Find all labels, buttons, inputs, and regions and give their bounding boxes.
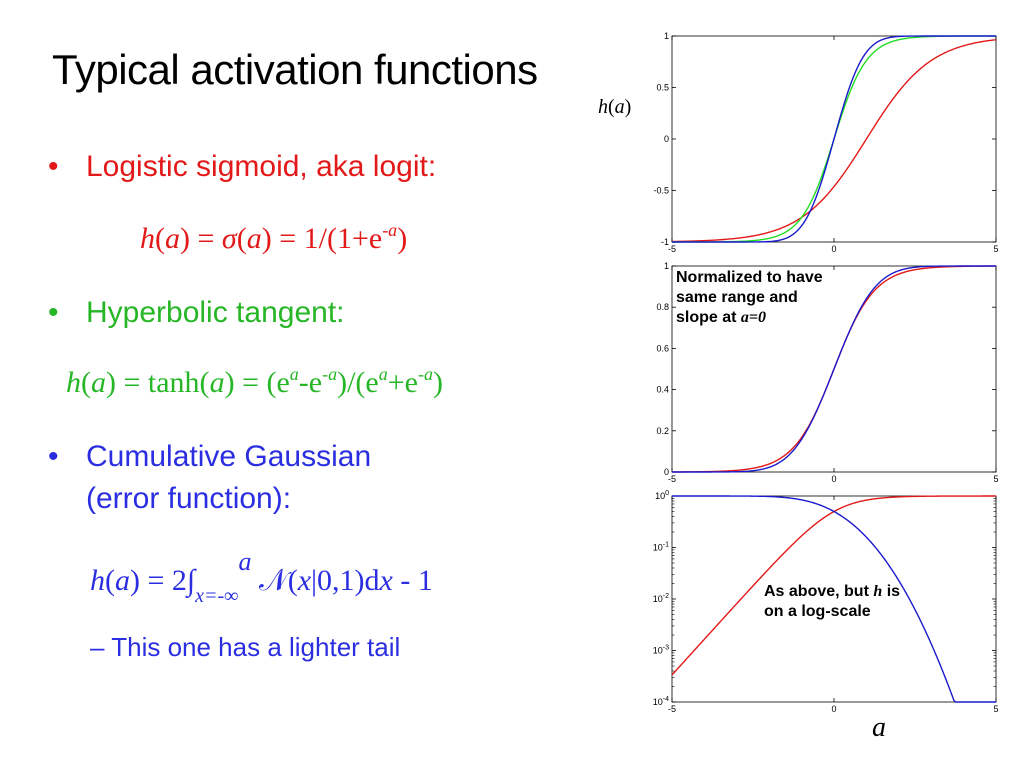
series-line-2-1 bbox=[672, 495, 996, 703]
note-line: on a log-scale bbox=[764, 603, 871, 620]
eq-a: a bbox=[91, 366, 106, 399]
y-tick-label: -1 bbox=[661, 237, 669, 247]
x-tick-label: 5 bbox=[993, 704, 998, 714]
eq-h: h bbox=[90, 564, 105, 597]
y-axis-label-close: ) bbox=[624, 96, 632, 118]
eq-part: ) bbox=[397, 222, 408, 255]
equation-tanh: h(a) = tanh(a) = (ea-e-a)/(ea+e-a) bbox=[66, 364, 443, 400]
x-axis-label: a bbox=[872, 712, 886, 743]
y-tick-label: 0.2 bbox=[656, 426, 669, 436]
y-axis-label-a: a bbox=[614, 96, 625, 118]
eq-part: ) = bbox=[180, 222, 222, 255]
equation-erf: h(a) = 2∫x=-∞a 𝒩(x|0,1)dx - 1 bbox=[90, 549, 433, 607]
eq-part: ) = (e bbox=[224, 366, 290, 399]
series-line-1-1 bbox=[672, 265, 996, 473]
eq-x: x bbox=[297, 564, 312, 597]
eq-exponent: a bbox=[289, 364, 299, 384]
series-line-0-2 bbox=[672, 35, 996, 243]
eq-a: a bbox=[246, 222, 262, 255]
y-tick-label: 0.6 bbox=[656, 343, 669, 353]
note-math: h bbox=[873, 583, 883, 600]
eq-part: ) = 2 bbox=[130, 564, 187, 597]
eq-h: h bbox=[140, 222, 155, 255]
y-tick-label: 1 bbox=[664, 261, 669, 271]
bullet-text: Logistic sigmoid, aka logit: bbox=[86, 150, 437, 183]
x-tick-label: -5 bbox=[668, 704, 676, 714]
eq-part: )/(e bbox=[337, 366, 379, 399]
y-tick-label: 100 bbox=[655, 490, 669, 501]
eq-part: |0,1)d bbox=[311, 564, 380, 597]
sub-bullet: – This one has a lighter tail bbox=[90, 632, 400, 663]
eq-exponent: -a bbox=[322, 364, 338, 384]
note-normalized: Normalized to have same range and slope … bbox=[676, 268, 823, 328]
eq-part: -e bbox=[298, 366, 323, 399]
note-line: same range and bbox=[676, 289, 798, 306]
note-line: As above, but h is bbox=[764, 583, 901, 600]
x-tick-label: 5 bbox=[993, 474, 998, 484]
integral-upper-limit: a bbox=[238, 547, 252, 576]
eq-a: a bbox=[209, 366, 225, 399]
bullet-marker: • bbox=[48, 150, 59, 183]
bullet-marker: • bbox=[48, 440, 59, 473]
equation-logistic: h(a) = σ(a) = 1/(1+e-a) bbox=[140, 220, 408, 256]
bullet-text-line2: (error function): bbox=[86, 482, 292, 515]
eq-sigma: σ bbox=[221, 222, 237, 255]
x-tick-label: 0 bbox=[831, 704, 836, 714]
note-line: Normalized to have bbox=[676, 269, 823, 286]
integral-sign: ∫ bbox=[186, 564, 196, 597]
normal-symbol: 𝒩 bbox=[258, 564, 288, 597]
y-tick-label: 10-2 bbox=[653, 593, 669, 604]
y-tick-label: 0 bbox=[664, 134, 669, 144]
eq-part: ( bbox=[287, 564, 298, 597]
y-tick-label: 10-1 bbox=[653, 542, 669, 553]
note-log-scale: As above, but h is on a log-scale bbox=[764, 582, 900, 622]
bullet-text: Cumulative Gaussian bbox=[86, 440, 372, 473]
eq-part: ( bbox=[236, 222, 247, 255]
y-tick-label: 0.5 bbox=[656, 83, 669, 93]
x-tick-label: -5 bbox=[668, 244, 676, 254]
x-tick-label: 0 bbox=[831, 474, 836, 484]
y-tick-label: 10-3 bbox=[653, 645, 669, 656]
sub-bullet-marker: – bbox=[90, 632, 105, 662]
y-axis-label: h(a) bbox=[598, 96, 631, 119]
eq-part: ( bbox=[155, 222, 165, 255]
eq-part: ( bbox=[105, 564, 115, 597]
eq-part: ) bbox=[432, 366, 443, 399]
note-line: slope at a=0 bbox=[676, 309, 767, 326]
bullet-marker: • bbox=[48, 296, 59, 329]
y-axis-label-paren: ( bbox=[608, 96, 615, 118]
x-tick-label: 0 bbox=[831, 244, 836, 254]
y-tick-label: 0.4 bbox=[656, 385, 669, 395]
eq-part: ) = tanh( bbox=[106, 366, 210, 399]
eq-exponent: -a bbox=[417, 364, 433, 384]
eq-a: a bbox=[115, 564, 130, 597]
y-tick-label: 10-4 bbox=[653, 696, 669, 707]
bullet-text: Hyperbolic tangent: bbox=[86, 296, 345, 329]
y-tick-label: 0.8 bbox=[656, 302, 669, 312]
eq-part: ) = 1/(1+e bbox=[261, 222, 383, 255]
y-tick-label: 1 bbox=[664, 31, 669, 41]
eq-part: +e bbox=[387, 366, 418, 399]
sub-bullet-text: This one has a lighter tail bbox=[111, 632, 401, 662]
series-line-0-0 bbox=[671, 39, 997, 243]
eq-part: - 1 bbox=[392, 564, 433, 597]
eq-a: a bbox=[165, 222, 180, 255]
slide-title: Typical activation functions bbox=[52, 46, 538, 93]
eq-exponent: -a bbox=[382, 220, 398, 240]
eq-x: x bbox=[379, 564, 393, 597]
y-tick-label: 0 bbox=[664, 467, 669, 477]
y-axis-label-h: h bbox=[598, 96, 608, 118]
eq-exponent: a bbox=[378, 364, 388, 384]
eq-part: ( bbox=[81, 366, 91, 399]
x-tick-label: -5 bbox=[668, 474, 676, 484]
x-tick-label: 5 bbox=[993, 244, 998, 254]
integral-lower-limit: x=-∞ bbox=[195, 585, 239, 607]
eq-h: h bbox=[66, 366, 81, 399]
y-tick-label: -0.5 bbox=[653, 186, 669, 196]
note-math: a=0 bbox=[740, 309, 767, 326]
